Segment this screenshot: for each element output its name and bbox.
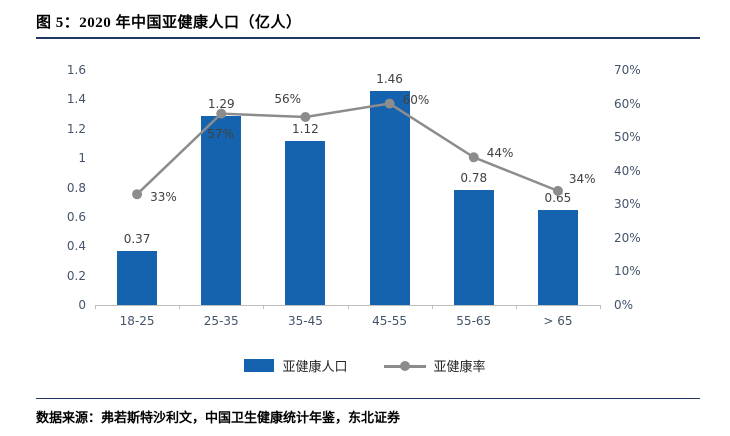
x-axis-label: 18-25 xyxy=(119,314,155,328)
y-axis-left-tick: 0.8 xyxy=(66,180,86,195)
x-axis-tick-mark xyxy=(515,305,517,309)
bar xyxy=(285,140,326,305)
y-axis-left-tick: 1.2 xyxy=(66,121,86,136)
x-axis-label: 45-55 xyxy=(372,314,408,328)
x-axis-tick-mark xyxy=(263,305,265,309)
y-axis-right-tick: 60% xyxy=(614,96,641,111)
rate-line xyxy=(132,98,563,200)
y-axis-right-tick: 30% xyxy=(614,197,641,212)
legend-bar-swatch xyxy=(244,359,275,372)
legend-item-rate: 亚健康率 xyxy=(383,356,486,375)
y-axis-right-tick: 70% xyxy=(614,63,641,77)
rate-value-label: 60% xyxy=(402,92,430,107)
y-axis-left-tick: 0.2 xyxy=(66,268,86,283)
line-marker-icon xyxy=(468,152,479,163)
x-axis-tick-mark xyxy=(600,305,601,309)
source-rule xyxy=(36,398,700,399)
y-axis-left-tick: 0.6 xyxy=(66,209,86,224)
legend-item-population: 亚健康人口 xyxy=(244,356,348,375)
x-axis-tick-mark xyxy=(95,305,96,309)
bar-value-label: 0.78 xyxy=(460,171,488,186)
y-axis-left-tick: 1.6 xyxy=(66,63,86,77)
legend: 亚健康人口 亚健康率 xyxy=(0,356,730,375)
x-axis-tick-mark xyxy=(431,305,433,309)
x-axis-label: 55-65 xyxy=(456,314,492,328)
x-axis-tick-mark xyxy=(347,305,349,309)
legend-line-marker-icon xyxy=(399,360,410,371)
x-axis-tick-mark xyxy=(179,305,181,309)
rate-value-label: 34% xyxy=(568,171,596,186)
bar-value-label: 0.37 xyxy=(123,231,151,246)
legend-bar-label: 亚健康人口 xyxy=(282,360,348,375)
y-axis-right-tick: 10% xyxy=(614,264,641,279)
line-marker-icon xyxy=(300,112,311,122)
bar xyxy=(369,90,410,305)
bar-value-label: 1.12 xyxy=(292,121,319,136)
y-axis-right-tick: 40% xyxy=(614,163,641,178)
figure-title: 图 5：2020 年中国亚健康人口（亿人） xyxy=(36,15,302,31)
title-rule xyxy=(36,37,700,39)
y-axis-right-tick: 50% xyxy=(614,130,641,145)
bar-value-label: 1.29 xyxy=(207,96,235,111)
bar-value-label: 0.65 xyxy=(544,190,572,205)
y-axis-right-tick: 20% xyxy=(614,230,641,245)
bar-value-label: 1.46 xyxy=(376,71,403,86)
y-axis-left-tick: 1 xyxy=(78,151,86,166)
y-axis-left-tick: 1.4 xyxy=(66,92,86,107)
bar xyxy=(201,115,242,305)
source-text: 数据来源：弗若斯特沙利文，中国卫生健康统计年鉴，东北证券 xyxy=(36,410,401,425)
rate-value-label: 56% xyxy=(274,92,302,106)
x-axis-label: 35-45 xyxy=(287,314,323,328)
bar xyxy=(453,190,494,305)
line-marker-icon xyxy=(216,108,227,119)
bar xyxy=(537,209,578,305)
rate-value-label: 44% xyxy=(486,146,514,161)
legend-line-swatch xyxy=(383,359,426,373)
line-marker-icon xyxy=(132,189,143,200)
y-axis-left-tick: 0 xyxy=(78,298,86,312)
bar xyxy=(117,250,158,305)
rate-value-label: 33% xyxy=(150,190,177,205)
line-marker-icon xyxy=(552,185,563,196)
legend-rate-label: 亚健康率 xyxy=(433,360,486,375)
x-axis-label: > 65 xyxy=(543,314,573,328)
y-axis-left-tick: 0.4 xyxy=(66,239,86,254)
x-axis-label: 25-35 xyxy=(203,314,239,328)
y-axis-right-tick: 0% xyxy=(614,298,634,312)
rate-value-label: 57% xyxy=(207,126,234,141)
plot-area: 0.37 1.29 1.12 1.46 0.78 0.65 33% 57% 56% 60% 44% 3… xyxy=(95,70,600,306)
line-marker-icon xyxy=(384,98,395,109)
